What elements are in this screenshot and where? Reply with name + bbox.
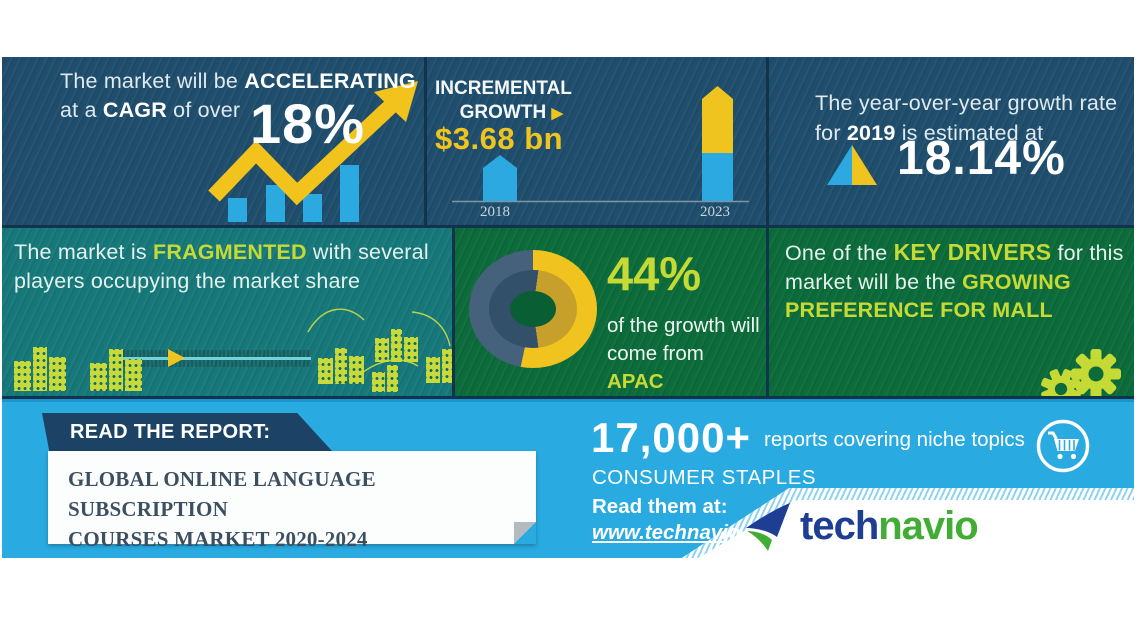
- incremental-bar-chart: [452, 86, 749, 203]
- buildings-icon: [318, 348, 364, 384]
- technavio-url-link[interactable]: www.technavio.com: [592, 521, 789, 544]
- buildings-icon: [90, 349, 142, 391]
- footer-band: READ THE REPORT: GLOBAL ONLINE LANGUAGE …: [2, 399, 1134, 558]
- apac-text-line1: of the growth will: [607, 314, 760, 337]
- kd-highlight-2: GROWING: [962, 269, 1071, 294]
- report-title-line1: GLOBAL ONLINE LANGUAGE SUBSCRIPTION: [68, 467, 376, 521]
- cagr-text: The market will be ACCELERATING at a CAG…: [60, 67, 416, 125]
- kd-text-line2: market will be the: [785, 269, 963, 294]
- building: [335, 348, 347, 384]
- buildings-icon: [426, 349, 452, 383]
- incremental-growth-label: INCREMENTAL GROWTH ▶: [435, 77, 572, 126]
- axis-label-2018: 2018: [480, 204, 510, 220]
- yellow-arrow-icon: ▶: [551, 105, 563, 122]
- read-report-label: READ THE REPORT:: [70, 421, 271, 443]
- building: [404, 337, 418, 362]
- building: [49, 357, 66, 391]
- incremental-growth-panel: INCREMENTAL GROWTH ▶ $3.68 bn 2018 2023: [427, 57, 766, 225]
- category-label: CONSUMER STAPLES: [592, 466, 817, 489]
- kd-text-mid: for this: [1051, 241, 1124, 265]
- timeline-line: [113, 357, 311, 360]
- apac-text-pre: come from: [607, 342, 704, 365]
- report-title-line2: COURSES MARKET 2020-2024: [68, 527, 368, 551]
- cart-icon: [1036, 419, 1090, 473]
- building: [442, 349, 452, 383]
- yoy-text: The year-over-year growth rate for 2019 …: [815, 88, 1117, 148]
- yoy-text-year: 2019: [846, 121, 896, 145]
- donut-hole: [510, 291, 556, 327]
- incremental-label-line2: GROWTH: [459, 102, 547, 123]
- building: [33, 347, 47, 391]
- report-title-card: GLOBAL ONLINE LANGUAGE SUBSCRIPTION COUR…: [48, 451, 536, 551]
- read-report-banner: READ THE REPORT:: [42, 413, 332, 451]
- cagr-panel: The market will be ACCELERATING at a CAG…: [2, 57, 424, 225]
- kd-text-pre: One of the: [785, 241, 894, 265]
- cagr-text-normal3: of over: [166, 98, 241, 122]
- cagr-text-normal2: at a: [60, 98, 103, 122]
- building: [14, 361, 31, 391]
- report-title: GLOBAL ONLINE LANGUAGE SUBSCRIPTION COUR…: [48, 451, 536, 554]
- apac-value: 44%: [607, 247, 702, 300]
- fragmented-panel: The market is FRAGMENTED with several pl…: [2, 228, 452, 396]
- fragmented-text: The market is FRAGMENTED with several pl…: [14, 238, 429, 295]
- building: [125, 359, 142, 391]
- key-drivers-panel: One of the KEY DRIVERS for this market w…: [769, 228, 1134, 396]
- building: [318, 358, 333, 384]
- building: [387, 365, 398, 392]
- incremental-growth-value: $3.68 bn: [435, 121, 564, 156]
- buildings-icon: [375, 329, 418, 362]
- timeline-arrow-icon: [168, 349, 185, 367]
- fragmented-highlight: FRAGMENTED: [153, 240, 307, 264]
- logo-mark-icon: [746, 503, 790, 551]
- building: [372, 372, 385, 392]
- yoy-text-post: is estimated at: [895, 121, 1044, 145]
- buildings-icon: [14, 347, 66, 391]
- building: [375, 338, 389, 362]
- yoy-value: 18.14%: [897, 132, 1066, 185]
- trend-arrow-chart-icon: [208, 81, 418, 222]
- building: [90, 363, 107, 391]
- folded-corner: [514, 522, 536, 544]
- cagr-text-accelerating: ACCELERATING: [244, 69, 416, 93]
- technavio-logo: technavio: [744, 498, 1134, 554]
- yoy-growth-panel: The year-over-year growth rate for 2019 …: [769, 57, 1134, 225]
- cagr-value: 18%: [250, 92, 366, 155]
- building: [391, 329, 402, 362]
- reports-count: 17,000+: [591, 414, 751, 461]
- fragmented-text-line2: players occupying the market share: [14, 268, 361, 293]
- building: [109, 349, 123, 391]
- fragmented-text-pre: The market is: [14, 240, 154, 264]
- donut-chart: [469, 250, 597, 368]
- key-drivers-text: One of the KEY DRIVERS for this market w…: [785, 238, 1124, 325]
- cagr-text-cagr: CAGR: [102, 98, 167, 122]
- building: [426, 357, 440, 383]
- kd-highlight-3: PREFERENCE FOR MALL: [785, 298, 1053, 322]
- connection-arcs-icon: [307, 308, 451, 377]
- logo-text: technavio: [800, 498, 979, 554]
- gears-icon: [1041, 349, 1121, 396]
- yoy-text-pre: for: [815, 121, 847, 145]
- axis-label-2023: 2023: [700, 204, 730, 220]
- kd-highlight-1: KEY DRIVERS: [893, 239, 1052, 265]
- apac-panel: 44% of the growth will come from APAC: [455, 228, 766, 396]
- apac-region: APAC: [607, 370, 664, 393]
- logo-text-tech: tech: [800, 504, 879, 548]
- yoy-text-line1: The year-over-year growth rate: [815, 91, 1118, 115]
- reports-count-caption: reports covering niche topics: [764, 428, 1025, 451]
- fragmented-text-post: with several: [306, 240, 429, 264]
- cagr-text-normal: The market will be: [60, 69, 245, 93]
- buildings-icon: [372, 365, 398, 392]
- infographic-stage: The market will be ACCELERATING at a CAG…: [2, 57, 1134, 558]
- building: [349, 356, 364, 384]
- read-them-at-label: Read them at:: [592, 495, 728, 518]
- logo-text-navio: navio: [878, 504, 978, 548]
- incremental-label-line1: INCREMENTAL: [435, 78, 572, 99]
- apac-text: of the growth will come from APAC: [607, 312, 766, 396]
- growth-triangle-icon: [827, 145, 877, 185]
